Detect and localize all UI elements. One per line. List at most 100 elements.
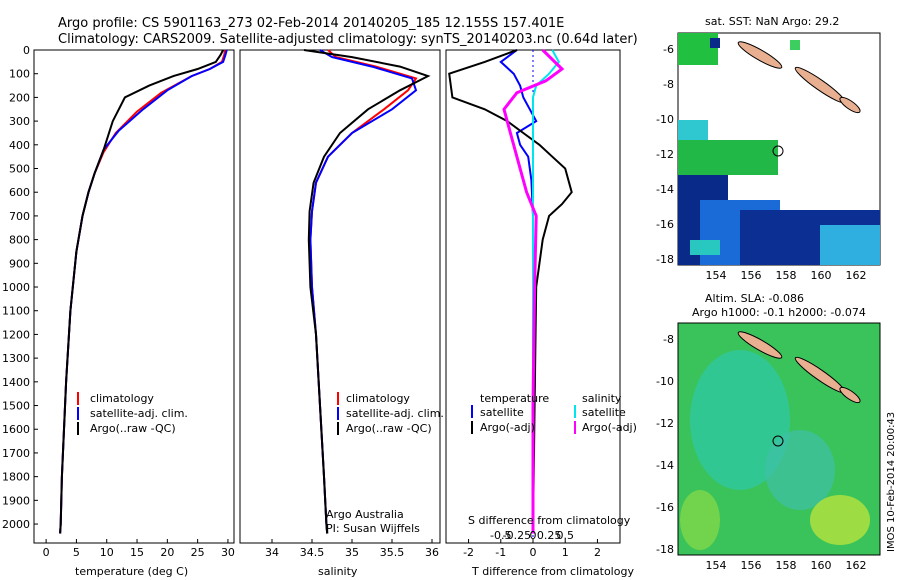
y-tick-label: 1100: [2, 305, 30, 318]
legend-climatology: climatology: [90, 392, 154, 405]
x2-tick-label: -0.25: [503, 529, 531, 542]
header-line1: Argo profile: CS 5901163_273 02-Feb-2014…: [58, 16, 564, 31]
y-tick-label: 1200: [2, 328, 30, 341]
x-tick-label: -2: [463, 546, 474, 559]
y-tick-label: 1700: [2, 447, 30, 460]
x-tick-label: 34.5: [300, 546, 325, 559]
argo-position-marker: [772, 145, 784, 157]
x-tick-label: 10: [100, 546, 114, 559]
y-tick-label: 1500: [2, 400, 30, 413]
legend-climatology: climatology: [346, 392, 410, 405]
x-tick-label: -1: [495, 546, 506, 559]
salinity-legend: climatology satellite-adj. clim. Argo(..…: [326, 392, 444, 535]
map-x-tick-label: 162: [846, 559, 867, 572]
sst-map: [677, 32, 881, 266]
y-tick-label: 1400: [2, 376, 30, 389]
map-x-tick-label: 158: [776, 559, 797, 572]
s-diff-label: S difference from climatology: [468, 514, 631, 527]
sla-region: [765, 430, 835, 510]
map-x-tick-label: 154: [706, 559, 727, 572]
island: [737, 331, 783, 359]
difference-legend: temperature salinity satellite Argo(-adj…: [468, 392, 637, 527]
y-tick-label: 500: [9, 163, 30, 176]
y-tick-label: 300: [9, 115, 30, 128]
legend-satellite-t: satellite: [480, 406, 524, 419]
island: [737, 41, 783, 69]
map2-title1: Altim. SLA: -0.086: [705, 292, 804, 305]
salinity-panel: 34 34.5 35 35.5 36: [239, 49, 441, 559]
x-tick-label: 2: [594, 546, 601, 559]
map-x-tick-label: 160: [811, 559, 832, 572]
x2-tick-label: 0: [530, 529, 537, 542]
legend-argo: Argo(..raw -QC): [346, 422, 432, 435]
map-y-tick-label: -6: [663, 43, 674, 56]
legend-satellite-adj: satellite-adj. clim.: [90, 407, 188, 420]
x-tick-label: 0: [43, 546, 50, 559]
y-tick-label: 100: [9, 68, 30, 81]
map-y-tick-label: -14: [656, 459, 674, 472]
sst-map-ticks: 154 156 158 160 162 -6 -8 -10 -12 -14 -16 -18: [656, 43, 866, 282]
legend-satellite-s: satellite: [582, 406, 626, 419]
pi-label: PI: Susan Wijffels: [326, 522, 420, 535]
argo-position-marker: [772, 435, 784, 447]
difference-xlabel: T difference from climatology: [471, 565, 634, 578]
x-tick-label: 20: [160, 546, 174, 559]
y-tick-label: 800: [9, 234, 30, 247]
sst-patch: [710, 38, 720, 48]
difference-panel: -2 -1 0 1 2-0.5-0.250 0.250.5: [445, 48, 621, 559]
series-line: [502, 48, 565, 534]
y-tick-label: 1800: [2, 471, 30, 484]
map-y-tick-label: -10: [656, 375, 674, 388]
map-y-tick-label: -18: [656, 253, 674, 266]
map-y-tick-label: -18: [656, 543, 674, 556]
map-y-tick-label: -12: [656, 417, 674, 430]
sst-patch: [678, 120, 708, 140]
x-tick-label: 30: [221, 546, 235, 559]
map1-title: sat. SST: NaN Argo: 29.2: [705, 15, 839, 28]
map-y-tick-label: -10: [656, 113, 674, 126]
map-x-tick-label: 156: [741, 269, 762, 282]
series-line: [303, 49, 431, 534]
x2-tick-label: 0.25: [537, 529, 562, 542]
plot-frame: [239, 49, 441, 544]
x2-tick-label: -0.5: [490, 529, 511, 542]
island: [839, 386, 861, 404]
footer-stamp: IMOS 10-Feb-2014 20:00:43: [886, 412, 897, 552]
map-x-tick-label: 156: [741, 559, 762, 572]
x-tick-label: 34: [265, 546, 279, 559]
y-tick-label: 1300: [2, 352, 30, 365]
y-tick-label: 0: [23, 44, 30, 57]
salinity-xlabel: salinity: [318, 565, 358, 578]
x-tick-label: 5: [73, 546, 80, 559]
sst-patch: [820, 225, 880, 265]
argo-australia-label: Argo Australia: [326, 508, 404, 521]
sla-map: [677, 322, 881, 556]
y-tick-label: 1600: [2, 423, 30, 436]
sst-patch: [678, 140, 778, 175]
x-tick-label: 25: [191, 546, 205, 559]
sla-map-ticks: 154 156 158 160 162 -8 -10 -12 -14 -16 -18: [656, 333, 866, 572]
map-x-tick-label: 160: [811, 269, 832, 282]
map-y-tick-label: -8: [663, 78, 674, 91]
legend-argo-s: Argo(-adj): [582, 421, 637, 434]
map2-title2: Argo h1000: -0.1 h2000: -0.074: [692, 306, 866, 319]
map-y-tick-label: -16: [656, 501, 674, 514]
sla-region: [810, 495, 870, 545]
header-line2: Climatology: CARS2009. Satellite-adjuste…: [58, 32, 638, 47]
y-tick-label: 1900: [2, 494, 30, 507]
x-tick-label: 35: [345, 546, 359, 559]
series-line: [59, 49, 224, 534]
plot-frame: [33, 49, 235, 544]
legend-header-salinity: salinity: [582, 392, 622, 405]
legend-argo-t: Argo(-adj): [480, 421, 535, 434]
legend-argo: Argo(..raw -QC): [90, 422, 176, 435]
y-tick-label: 1000: [2, 281, 30, 294]
map-x-tick-label: 154: [706, 269, 727, 282]
x-tick-label: 36: [425, 546, 439, 559]
y-tick-label: 2000: [2, 518, 30, 531]
sst-patch: [678, 33, 718, 65]
y-tick-label: 600: [9, 186, 30, 199]
sla-region: [690, 350, 790, 490]
temperature-panel: 0 5 10 15 20 25 300100200300400500600700800900…: [2, 44, 235, 559]
x2-tick-label: 0.5: [556, 529, 574, 542]
